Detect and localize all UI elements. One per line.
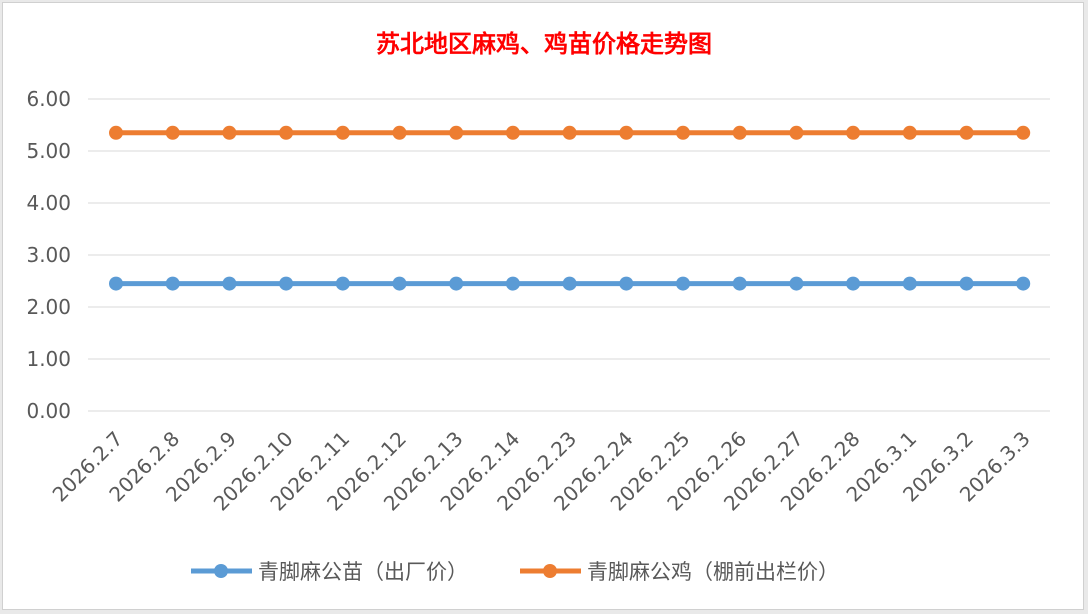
data-point — [335, 276, 350, 291]
data-point — [222, 276, 237, 291]
x-axis-ticks: 2026.2.72026.2.82026.2.92026.2.102026.2.… — [48, 427, 1035, 516]
data-point — [1016, 276, 1031, 291]
chart-title: 苏北地区麻鸡、鸡苗价格走势图 — [376, 30, 712, 58]
data-point — [449, 125, 464, 140]
legend-label: 青脚麻公鸡（棚前出栏价） — [587, 560, 839, 584]
y-axis-ticks: 0.00 1.00 2.00 3.00 4.00 5.00 6.00 — [26, 87, 71, 423]
data-point — [562, 125, 577, 140]
y-tick-label: 6.00 — [26, 87, 71, 111]
y-tick-label: 2.00 — [26, 295, 71, 319]
data-point — [902, 276, 917, 291]
data-point — [165, 125, 180, 140]
y-tick-label: 3.00 — [26, 243, 71, 267]
series-1 — [109, 276, 1031, 291]
data-point — [222, 125, 237, 140]
data-point — [789, 125, 804, 140]
data-point — [562, 276, 577, 291]
y-tick-label: 5.00 — [26, 139, 71, 163]
data-point — [1016, 125, 1031, 140]
data-point — [279, 276, 294, 291]
legend: 青脚麻公苗（出厂价） 青脚麻公鸡（棚前出栏价） — [191, 560, 839, 584]
data-point — [505, 276, 520, 291]
legend-item: 青脚麻公苗（出厂价） — [191, 560, 468, 584]
legend-swatch-marker — [543, 564, 557, 578]
gridlines — [88, 98, 1050, 412]
y-tick-label: 0.00 — [26, 399, 71, 423]
data-point — [165, 276, 180, 291]
data-point — [392, 276, 407, 291]
data-point — [619, 125, 634, 140]
data-point — [902, 125, 917, 140]
y-tick-label: 1.00 — [26, 347, 71, 371]
data-point — [676, 125, 690, 140]
legend-item: 青脚麻公鸡（棚前出栏价） — [520, 560, 839, 584]
data-point — [676, 276, 690, 291]
legend-label: 青脚麻公苗（出厂价） — [258, 560, 468, 584]
data-point — [732, 125, 747, 140]
data-point — [959, 276, 974, 291]
data-point — [392, 125, 407, 140]
data-point — [789, 276, 804, 291]
series-2 — [109, 125, 1031, 140]
data-point — [732, 276, 747, 291]
data-point — [846, 125, 861, 140]
y-tick-label: 4.00 — [26, 191, 71, 215]
data-point — [619, 276, 634, 291]
data-point — [279, 125, 294, 140]
data-point — [505, 125, 520, 140]
data-point — [109, 125, 123, 140]
series-layer — [109, 125, 1031, 291]
data-point — [335, 125, 350, 140]
data-point — [846, 276, 861, 291]
data-point — [959, 125, 974, 140]
legend-swatch-marker — [214, 564, 228, 578]
data-point — [449, 276, 464, 291]
data-point — [109, 276, 123, 291]
